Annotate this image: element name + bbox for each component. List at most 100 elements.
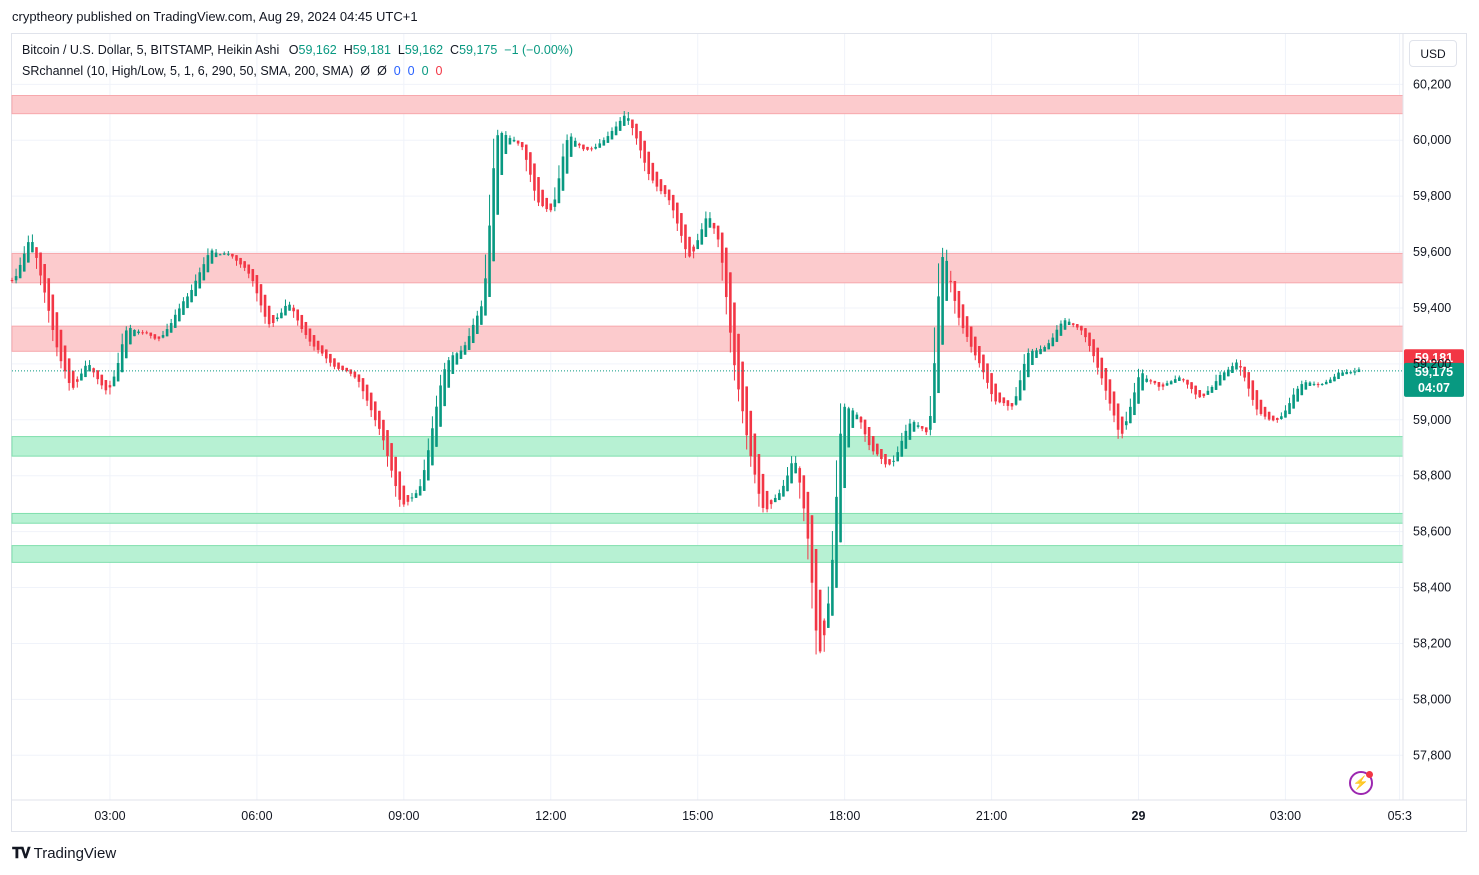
tradingview-logo[interactable]: 𝐓𝐕 TradingView — [12, 845, 116, 862]
candle-body — [957, 290, 961, 318]
candle-body — [998, 392, 1002, 403]
candle-body — [1320, 384, 1324, 386]
candle-body — [863, 419, 867, 435]
candle-body — [627, 118, 630, 121]
currency-button[interactable]: USD — [1409, 40, 1457, 67]
candle-body — [794, 462, 797, 474]
x-tick-label: 09:00 — [388, 809, 419, 823]
candle-body — [1316, 384, 1320, 386]
y-tick-label: 59,800 — [1413, 189, 1451, 203]
y-tick-label: 58,400 — [1413, 581, 1451, 595]
candle-body — [35, 247, 38, 258]
candle-body — [716, 225, 720, 240]
candle-body — [59, 329, 63, 362]
candle-body — [96, 370, 100, 380]
candle-body — [222, 253, 226, 255]
bar-countdown-text: 04:07 — [1418, 381, 1450, 395]
candle-body — [541, 189, 544, 207]
candle-body — [1178, 377, 1181, 381]
tradingview-mark-icon: 𝐓𝐕 — [12, 845, 31, 862]
symbol-legend[interactable]: Bitcoin / U.S. Dollar, 5, BITSTAMP, Heik… — [22, 43, 573, 57]
candle-body — [1055, 329, 1059, 342]
candle-body — [537, 177, 540, 203]
candle-body — [1124, 421, 1128, 426]
candle-body — [1043, 347, 1046, 352]
candle-body — [1173, 379, 1177, 383]
candle-body — [1169, 381, 1173, 385]
candle-body — [1357, 369, 1361, 373]
candle-body — [757, 454, 761, 494]
candle-body — [141, 332, 144, 334]
x-tick-label: 06:00 — [241, 809, 272, 823]
lightning-icon[interactable]: ⚡ — [1349, 771, 1373, 795]
close-label: C — [450, 43, 460, 57]
candle-body — [810, 515, 814, 583]
candle-body — [182, 301, 185, 315]
candle-body — [1239, 366, 1242, 368]
x-tick-label: 21:00 — [976, 809, 1007, 823]
candle-body — [1345, 371, 1348, 375]
candle-body — [214, 252, 218, 258]
candle-body — [1263, 406, 1267, 417]
candle-body — [945, 260, 948, 301]
candle-body — [643, 140, 646, 163]
low-label: L — [397, 43, 405, 57]
indicator-legend[interactable]: SRchannel (10, High/Low, 5, 1, 6, 290, 5… — [22, 64, 442, 78]
y-tick-label: 60,000 — [1413, 133, 1451, 147]
candles-layer — [10, 111, 1361, 655]
candle-body — [337, 362, 340, 369]
candle-body — [259, 284, 263, 306]
resistance-zone — [11, 95, 1404, 115]
candle-body — [1035, 350, 1038, 358]
candle-body — [773, 497, 777, 503]
candle-body — [124, 330, 128, 359]
low-value: 59,162 — [404, 43, 444, 57]
candle-body — [1243, 366, 1246, 378]
candle-body — [1129, 406, 1132, 424]
candle-body — [390, 443, 393, 471]
candle-body — [888, 459, 891, 465]
candle-body — [231, 253, 234, 257]
resistance-zone — [11, 252, 1404, 284]
candle-body — [1145, 378, 1148, 382]
candle-body — [161, 335, 165, 338]
candle-body — [1022, 363, 1026, 391]
candle-body — [1194, 385, 1197, 395]
candle-body — [798, 468, 802, 483]
candle-body — [304, 321, 308, 336]
candle-body — [451, 355, 455, 374]
candle-body — [1133, 392, 1136, 416]
y-tick-label: 59,200 — [1413, 357, 1451, 371]
candle-body — [978, 346, 981, 364]
candle-body — [1116, 403, 1120, 430]
candle-body — [688, 236, 691, 257]
candle-body — [100, 374, 104, 386]
y-tick-label: 58,000 — [1413, 692, 1451, 706]
candle-body — [1337, 372, 1340, 379]
candle-body — [663, 185, 667, 194]
high-price-tag-text: 59,181 — [1415, 351, 1453, 365]
symbol-title[interactable]: Bitcoin / U.S. Dollar, 5, BITSTAMP, Heik… — [22, 43, 280, 57]
high-label: H — [343, 43, 353, 57]
candle-body — [1014, 396, 1018, 405]
candle-body — [173, 314, 177, 328]
candle-body — [782, 485, 785, 497]
candle-body — [1251, 380, 1255, 400]
candle-body — [178, 308, 181, 322]
x-tick-label: 03:00 — [1270, 809, 1301, 823]
y-tick-label: 58,600 — [1413, 525, 1451, 539]
candle-body — [492, 168, 495, 262]
indicator-title[interactable]: SRchannel (10, High/Low, 5, 1, 6, 290, 5… — [22, 64, 354, 78]
candle-body — [1153, 380, 1157, 384]
candle-body — [394, 456, 397, 487]
candle-body — [496, 135, 500, 215]
candle-body — [104, 380, 108, 391]
x-tick-label: 15:00 — [682, 809, 713, 823]
candle-body — [18, 264, 22, 279]
candle-body — [647, 151, 651, 175]
y-tick-label: 59,000 — [1413, 413, 1451, 427]
candle-body — [1190, 382, 1193, 390]
candle-body — [276, 317, 279, 320]
candle-body — [198, 272, 202, 289]
